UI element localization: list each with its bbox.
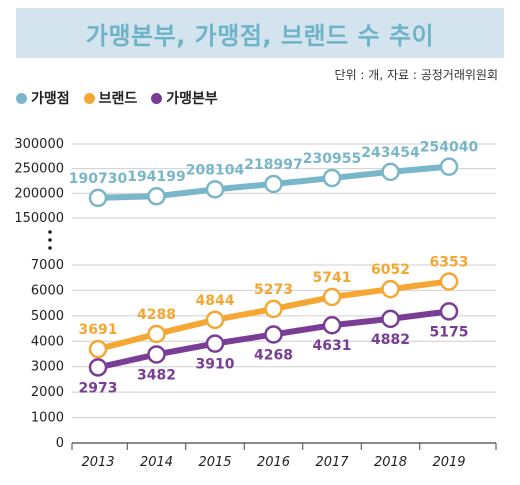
data-label: 254040	[420, 140, 479, 156]
legend-marker-brands	[83, 92, 95, 104]
data-label: 243454	[361, 145, 420, 161]
data-label: 6052	[371, 262, 410, 278]
x-tick-label: 2019	[432, 455, 465, 470]
data-label: 4882	[371, 332, 410, 348]
y-tick-label: 200000	[14, 186, 64, 201]
y-tick-label: 3000	[31, 360, 64, 375]
data-point	[264, 299, 283, 319]
data-point	[439, 157, 459, 176]
x-tick-label: 2015	[198, 455, 231, 470]
legend-item-hq: 가맹본부	[151, 88, 218, 108]
data-point	[88, 188, 108, 208]
data-label: 194199	[127, 169, 185, 185]
y-tick-label: 6000	[31, 283, 64, 298]
legend-label-stores: 가맹점	[31, 91, 70, 107]
x-tick-label: 2016	[257, 455, 290, 470]
data-label: 230955	[303, 151, 361, 167]
y-tick-label: 4000	[31, 334, 64, 349]
data-point	[205, 334, 225, 353]
y-tick-label: 1000	[31, 411, 64, 426]
data-point	[147, 186, 166, 206]
x-tick-label: 2017	[315, 455, 349, 470]
data-point	[322, 168, 342, 188]
legend-item-brands: 브랜드	[83, 88, 138, 108]
data-point	[381, 309, 400, 329]
legend-label-brands: 브랜드	[98, 91, 138, 107]
data-label: 6353	[430, 254, 469, 270]
data-point	[439, 302, 459, 321]
legend: 가맹점 브랜드 가맹본부	[16, 88, 218, 108]
legend-marker-hq	[151, 92, 163, 104]
data-point	[88, 358, 108, 377]
data-label: 3910	[196, 357, 235, 373]
y-tick-label: 250000	[14, 162, 64, 177]
data-label: 5273	[254, 282, 293, 298]
x-tick-label: 2014	[140, 455, 173, 470]
data-point	[88, 339, 108, 359]
y-tick-label: 0	[56, 436, 64, 451]
axis-break-dot	[48, 238, 52, 242]
data-label: 4288	[137, 307, 176, 323]
y-tick-label: 2000	[31, 385, 64, 400]
data-point	[205, 310, 225, 330]
data-point	[264, 325, 283, 344]
data-label: 4631	[313, 338, 352, 354]
data-point	[322, 287, 342, 307]
data-point	[205, 180, 225, 199]
data-label: 208104	[186, 162, 245, 178]
legend-item-stores: 가맹점	[16, 88, 70, 108]
data-point	[381, 279, 400, 299]
y-tick-label: 300000	[14, 137, 64, 152]
chart-title: 가맹본부, 가맹점, 브랜드 수 추이	[85, 21, 435, 50]
data-label: 3691	[79, 322, 118, 338]
data-point	[147, 324, 166, 344]
source-note: 단위 : 개, 자료 : 공정거래위원회	[334, 68, 498, 82]
data-label: 5741	[313, 270, 352, 286]
data-point	[381, 162, 400, 182]
y-tick-label: 7000	[31, 258, 64, 273]
title-banner: 가맹본부, 가맹점, 브랜드 수 추이	[16, 8, 504, 58]
axis-break-dot	[48, 246, 52, 250]
data-label: 218997	[244, 157, 302, 173]
legend-label-hq: 가맹본부	[166, 91, 218, 107]
x-tick-label: 2018	[374, 455, 407, 470]
data-label: 190730	[69, 171, 128, 187]
data-label: 5175	[430, 324, 469, 340]
y-tick-label: 150000	[14, 211, 64, 226]
axis-break-dot	[48, 230, 52, 234]
y-tick-label: 5000	[31, 309, 64, 324]
data-point	[439, 272, 459, 291]
x-tick-label: 2013	[81, 455, 114, 470]
data-point	[147, 345, 166, 364]
data-label: 4268	[254, 347, 293, 363]
data-point	[322, 315, 342, 335]
legend-marker-stores	[16, 92, 27, 104]
data-label: 3482	[137, 367, 176, 383]
data-label: 2973	[79, 380, 118, 396]
data-point	[264, 174, 283, 194]
data-label: 4844	[196, 293, 235, 309]
